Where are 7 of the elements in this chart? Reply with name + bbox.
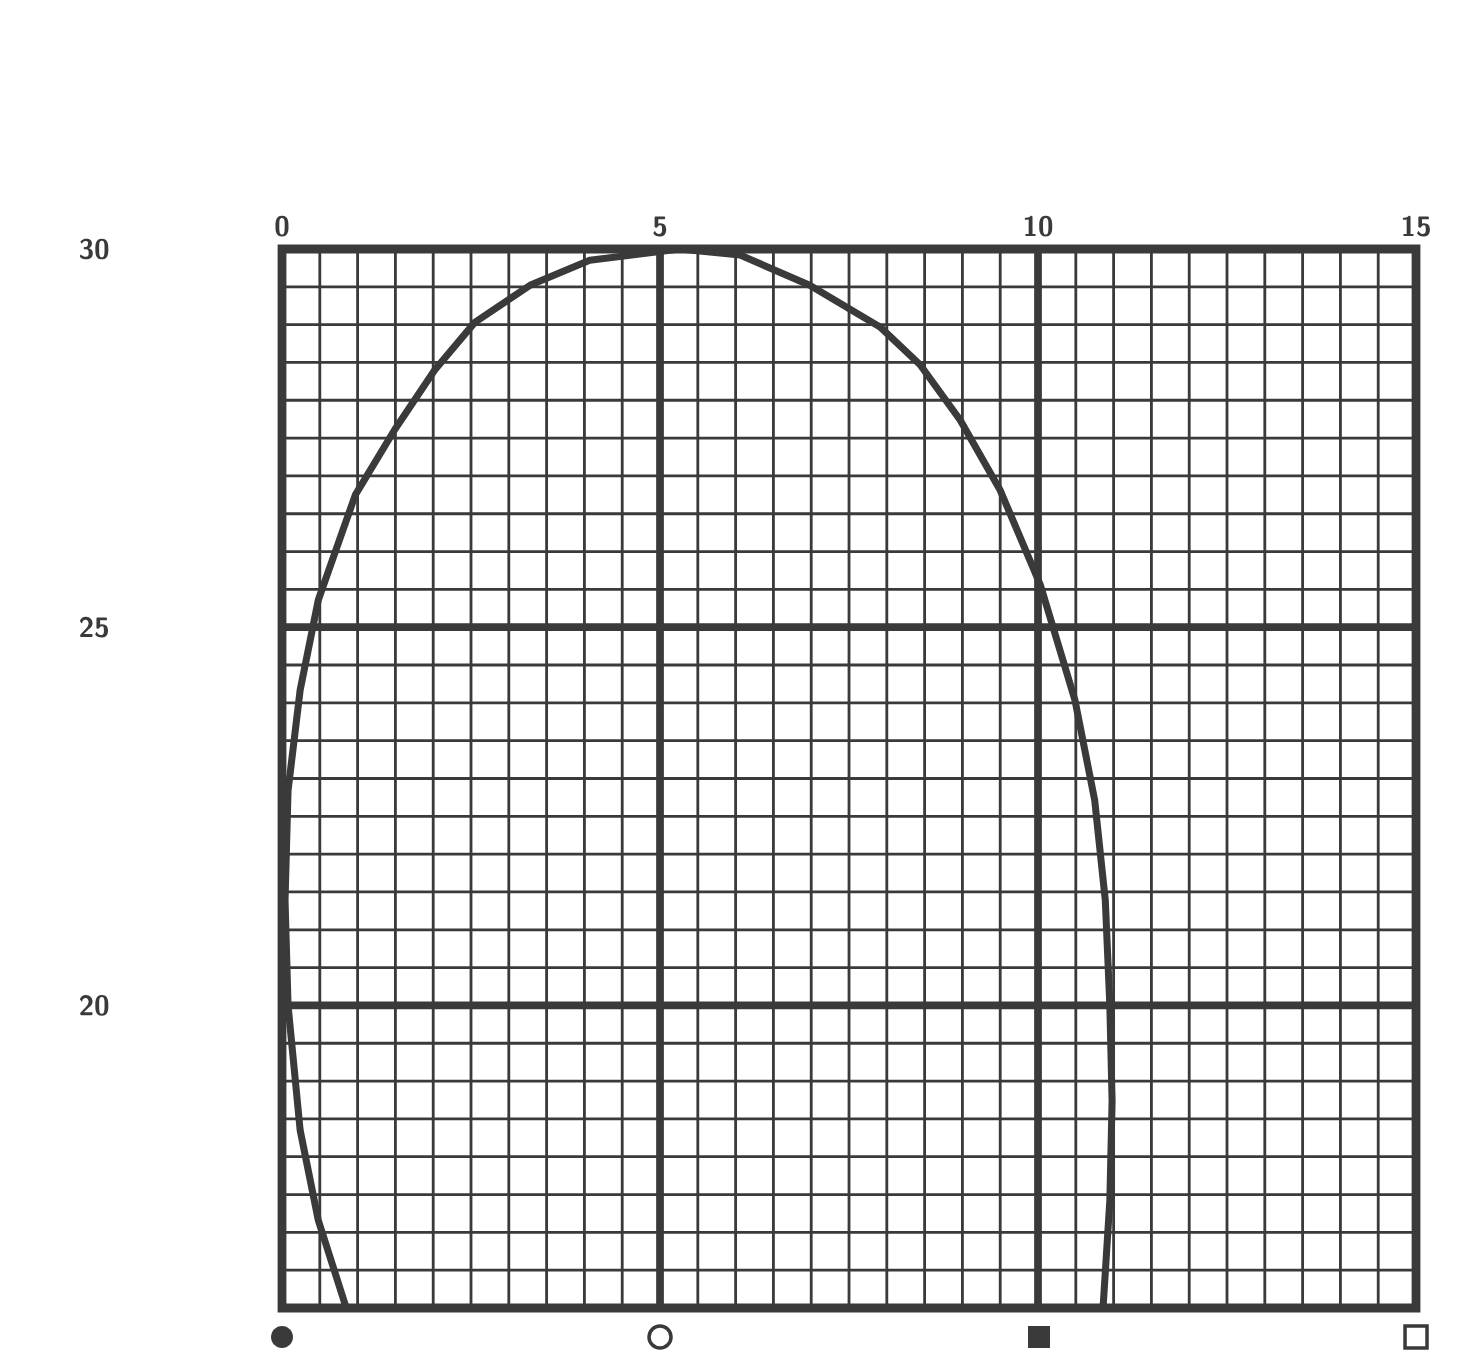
x-tick-label: 15 (1402, 215, 1430, 237)
y-tick-label: 30 (79, 238, 109, 260)
x-tick-label: 10 (1024, 215, 1053, 237)
x-tick-label: 0 (275, 215, 289, 237)
y-tick-label: 25 (79, 616, 109, 638)
x-tick-label: 5 (653, 216, 667, 237)
y-tick-label: 20 (79, 995, 109, 1016)
